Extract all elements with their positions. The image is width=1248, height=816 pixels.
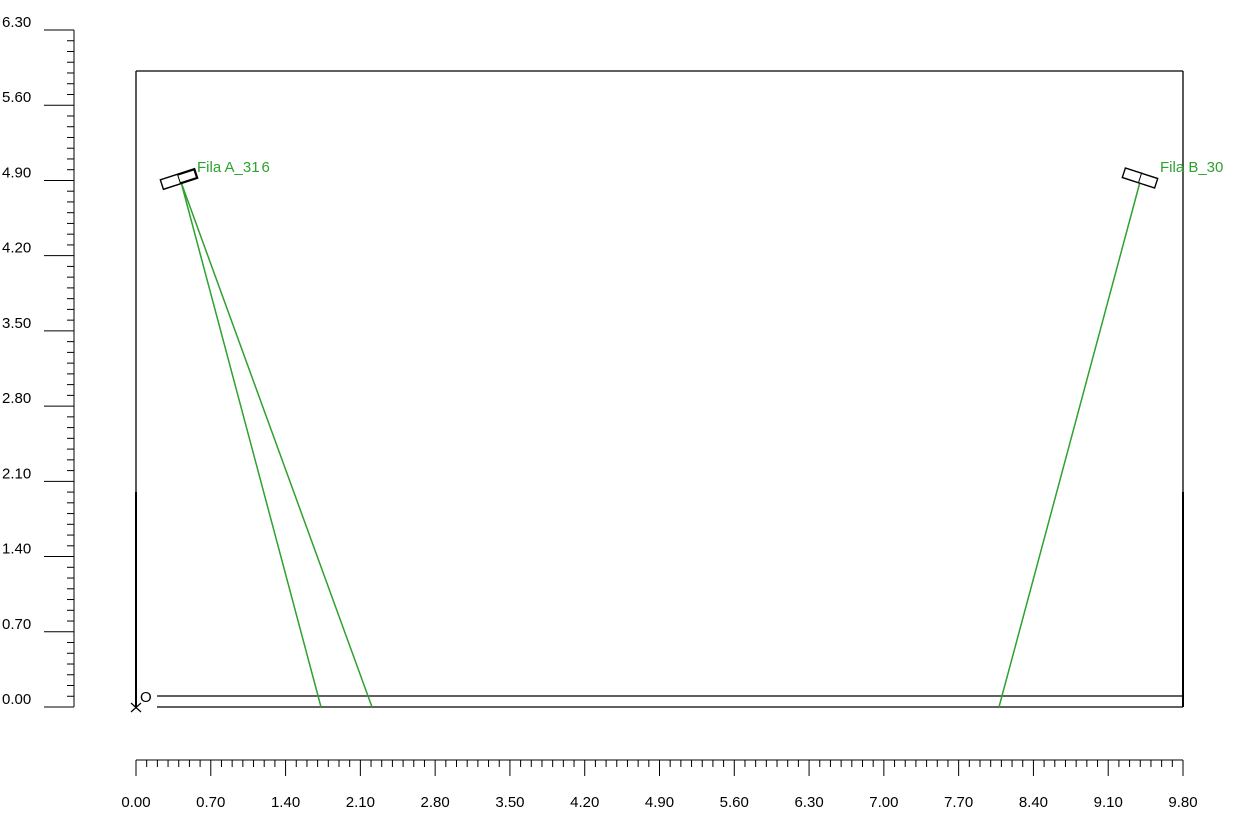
y-tick-label: 0.70: [2, 616, 31, 633]
x-tick-label: 9.10: [1094, 794, 1123, 811]
y-tick-label: 5.60: [2, 89, 31, 106]
y-tick-label: 4.90: [2, 164, 31, 181]
x-tick-label: 2.10: [346, 794, 375, 811]
y-tick-label: 2.10: [2, 465, 31, 482]
x-tick-label: 3.50: [495, 794, 524, 811]
x-tick-label: 2.80: [421, 794, 450, 811]
room-frame: [135, 70, 1184, 708]
luminaire-a-label: Fila A_31 6: [197, 159, 270, 176]
luminaire-b-lamp: [1137, 173, 1143, 183]
y-tick-label: 0.00: [2, 691, 31, 708]
x-tick-label: 9.80: [1168, 794, 1197, 811]
beam-a-2: [180, 181, 373, 708]
y-tick-label: 2.80: [2, 390, 31, 407]
x-tick-label: 0.00: [121, 794, 150, 811]
luminaire-a-lamp: [177, 169, 198, 184]
x-tick-label: 4.20: [570, 794, 599, 811]
light-beams: [180, 181, 1141, 708]
y-axis-ruler: 0.00 0.70 1.40 2.10 2.80 3.50 4.20 4.90 5.60 6.30: [2, 14, 75, 708]
x-tick-label: 4.90: [645, 794, 674, 811]
x-tick-label: 7.00: [869, 794, 898, 811]
y-tick-label: 1.40: [2, 541, 31, 558]
x-tick-label: 0.70: [196, 794, 225, 811]
x-tick-label: 1.40: [271, 794, 300, 811]
x-axis-ruler: 0.00 0.70 1.40 2.10 2.80 3.50 4.20 4.90 5.60 6.30…: [121, 759, 1198, 811]
origin-label: O: [140, 689, 152, 706]
beam-b-1: [998, 181, 1141, 708]
y-tick-label: 4.20: [2, 240, 31, 257]
origin-marker: O: [130, 689, 152, 713]
beam-a-1: [180, 181, 322, 708]
y-tick-label: 6.30: [2, 14, 31, 31]
y-tick-label: 3.50: [2, 315, 31, 332]
luminaire-fila-b[interactable]: Fila B_30: [1121, 159, 1223, 189]
x-tick-label: 7.70: [944, 794, 973, 811]
luminaire-fila-a[interactable]: Fila A_31 6: [159, 159, 270, 191]
x-tick-label: 5.60: [720, 794, 749, 811]
x-tick-label: 8.40: [1019, 794, 1048, 811]
x-tick-label: 6.30: [794, 794, 823, 811]
luminaire-b-label: Fila B_30: [1160, 159, 1223, 176]
